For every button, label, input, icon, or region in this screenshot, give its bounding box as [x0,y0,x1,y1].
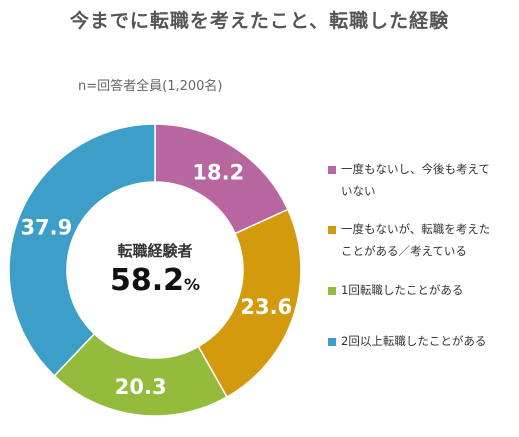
legend-text-line: 一度もないが、転職を考えた [341,222,491,236]
legend-item: 2回以上転職したことがある [328,330,513,352]
legend-swatch [328,166,336,174]
legend-text-line: 1回転職したことがある [341,283,464,297]
legend-text-line: 一度もないし、今後も考えて [341,162,490,176]
chart-subtitle: n=回答者全員(1,200名) [78,79,223,94]
legend-item: 1回転職したことがある [328,279,513,301]
legend-item: 一度もないが、転職を考えた ことがある／考えている [328,218,513,262]
legend-swatch [328,338,336,346]
legend-swatch [328,287,336,295]
legend-text-line: ことがある／考えている [341,244,467,258]
legend-swatch [328,226,336,234]
center-value-unit: % [184,275,201,294]
center-value-number: 58.2 [109,263,184,298]
slice-data-label: 37.9 [20,216,72,240]
legend-text-line: 2回以上転職したことがある [341,334,487,348]
chart-title: 今までに転職を考えたこと、転職した経験 [69,10,450,32]
legend: 一度もないし、今後も考えて いない 一度もないが、転職を考えた ことがある／考え… [328,158,513,352]
slice-data-label: 18.2 [192,161,244,185]
center-value: 58.2% [82,263,228,298]
slice-data-label: 23.6 [240,295,292,319]
center-label: 転職経験者 [117,242,193,260]
donut-slice [8,123,156,377]
donut-slice [197,208,302,399]
slice-data-label: 20.3 [115,375,167,399]
legend-item: 一度もないし、今後も考えて いない [328,158,513,202]
legend-text-line: いない [341,184,376,198]
